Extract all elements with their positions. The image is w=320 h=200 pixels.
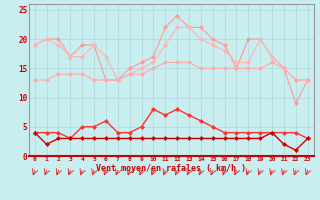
X-axis label: Vent moyen/en rafales ( km/h ): Vent moyen/en rafales ( km/h ): [96, 164, 246, 173]
